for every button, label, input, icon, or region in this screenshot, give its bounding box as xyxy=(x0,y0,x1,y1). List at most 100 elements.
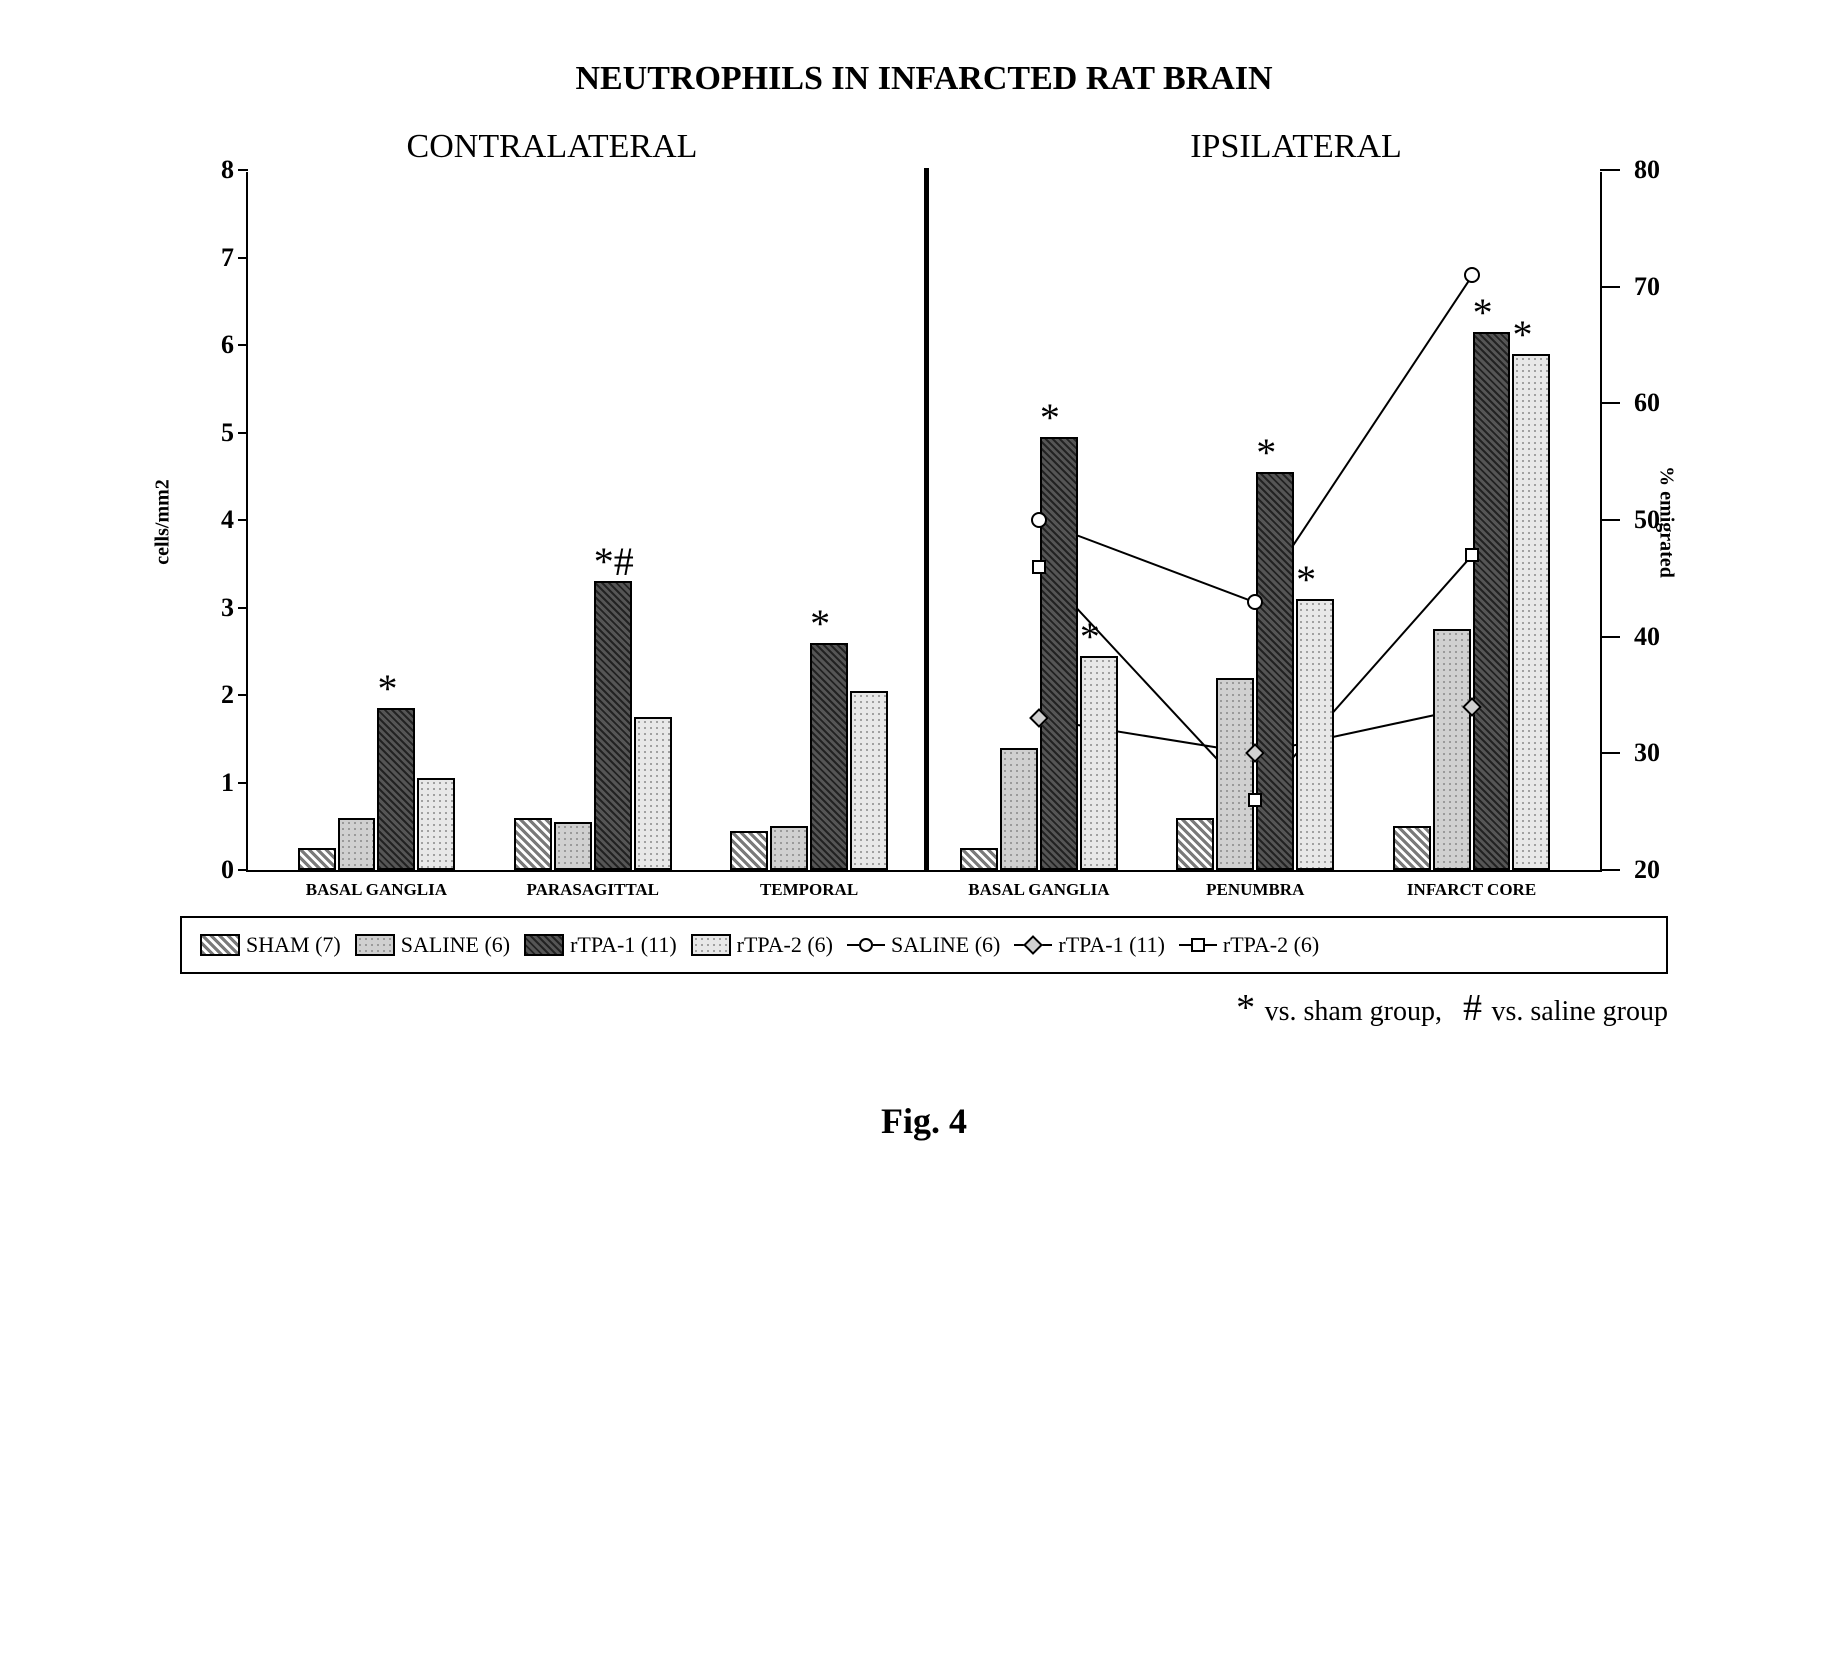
line-marker-line_saline xyxy=(1031,512,1047,528)
bar-rtpa2 xyxy=(634,717,672,870)
legend-item-bar-saline: SALINE (6) xyxy=(355,932,510,958)
significance-annotation: *# xyxy=(594,538,634,585)
significance-annotation: * xyxy=(810,600,830,647)
significance-note: * vs. sham group, # vs. saline group xyxy=(180,986,1668,1030)
bar-sham xyxy=(960,848,998,870)
legend-label: SALINE (6) xyxy=(401,932,510,958)
plot-area: BASAL GANGLIAPARASAGITTALTEMPORALBASAL G… xyxy=(246,172,1602,872)
significance-annotation: * xyxy=(1473,289,1493,336)
y-left-tick-mark xyxy=(238,869,248,871)
legend-item-line-line_rtpa2: rTPA-2 (6) xyxy=(1179,932,1319,958)
bar-saline xyxy=(554,822,592,870)
x-category-label: PENUMBRA xyxy=(1147,880,1363,900)
y-left-tick-label: 8 xyxy=(174,155,234,185)
y-left-tick-mark xyxy=(238,607,248,609)
y-right-tick-label: 40 xyxy=(1634,622,1694,652)
bar-saline xyxy=(338,818,376,871)
bar-rtpa2 xyxy=(417,778,455,870)
bar-rtpa2 xyxy=(1080,656,1118,870)
bar-sham xyxy=(1393,826,1431,870)
legend-label: rTPA-1 (11) xyxy=(570,932,677,958)
legend-label: rTPA-2 (6) xyxy=(1223,932,1319,958)
y-left-tick-mark xyxy=(238,257,248,259)
y-left-tick-label: 4 xyxy=(174,505,234,535)
bar-sham xyxy=(514,818,552,871)
bar-rtpa2 xyxy=(1296,599,1334,870)
star-text: vs. sham group, xyxy=(1265,996,1442,1027)
y-left-tick-mark xyxy=(238,169,248,171)
y-left-tick-mark xyxy=(238,694,248,696)
x-category-label: TEMPORAL xyxy=(701,880,917,900)
figure-wrap: NEUTROPHILS IN INFARCTED RAT BRAIN CONTR… xyxy=(0,0,1848,1182)
x-category-label: BASAL GANGLIA xyxy=(931,880,1147,900)
significance-annotation: * xyxy=(377,665,397,712)
plot-divider xyxy=(924,168,929,870)
hash-text: vs. saline group xyxy=(1491,996,1668,1027)
bar-rtpa1 xyxy=(1473,332,1511,870)
y-left-tick-label: 6 xyxy=(174,330,234,360)
hash-symbol: # xyxy=(1463,987,1492,1029)
y-right-tick-label: 80 xyxy=(1634,155,1694,185)
line-marker-line_saline xyxy=(1247,594,1263,610)
bar-saline xyxy=(1216,678,1254,871)
significance-annotation: * xyxy=(1256,429,1276,476)
y-right-tick-label: 30 xyxy=(1634,738,1694,768)
x-category-label: INFARCT CORE xyxy=(1363,880,1579,900)
line-marker-line_saline xyxy=(1464,267,1480,283)
line-line_saline xyxy=(1039,277,1472,603)
line-marker-line_rtpa2 xyxy=(1465,548,1479,562)
y-left-tick-label: 0 xyxy=(174,855,234,885)
y-left-tick-label: 1 xyxy=(174,768,234,798)
region-header-row: CONTRALATERAL IPSILATERAL xyxy=(180,128,1668,166)
bar-rtpa1 xyxy=(594,581,632,870)
legend-item-bar-rtpa1: rTPA-1 (11) xyxy=(524,932,677,958)
bar-sham xyxy=(1176,818,1214,871)
region-label-right: IPSILATERAL xyxy=(924,128,1668,166)
figure-caption: Fig. 4 xyxy=(180,1100,1668,1142)
y-axis-left: cells/mm2 012345678 xyxy=(180,172,240,872)
chart-title: NEUTROPHILS IN INFARCTED RAT BRAIN xyxy=(180,60,1668,98)
y-left-tick-mark xyxy=(238,782,248,784)
y-axis-right: % emigrated 20304050607080 xyxy=(1608,172,1668,872)
y-right-tick-label: 60 xyxy=(1634,388,1694,418)
y-axis-left-label: cells/mm2 xyxy=(151,479,174,565)
legend-swatch xyxy=(200,934,240,956)
legend-label: SALINE (6) xyxy=(891,932,1000,958)
legend-item-line-line_saline: SALINE (6) xyxy=(847,932,1000,958)
x-category-label: BASAL GANGLIA xyxy=(268,880,484,900)
bar-saline xyxy=(1433,629,1471,870)
significance-annotation: * xyxy=(1296,556,1316,603)
legend-item-bar-rtpa2: rTPA-2 (6) xyxy=(691,932,833,958)
legend-swatch xyxy=(355,934,395,956)
region-label-left: CONTRALATERAL xyxy=(180,128,924,166)
y-left-tick-label: 2 xyxy=(174,680,234,710)
bar-sham xyxy=(298,848,336,870)
bar-sham xyxy=(730,831,768,870)
bar-rtpa1 xyxy=(1040,437,1078,870)
legend-line-swatch xyxy=(847,938,885,952)
legend-label: rTPA-2 (6) xyxy=(737,932,833,958)
bar-saline xyxy=(1000,748,1038,871)
legend-swatch xyxy=(524,934,564,956)
bar-saline xyxy=(770,826,808,870)
line-marker-line_rtpa2 xyxy=(1248,793,1262,807)
y-left-tick-mark xyxy=(238,519,248,521)
significance-annotation: * xyxy=(1080,613,1100,660)
y-right-tick-label: 50 xyxy=(1634,505,1694,535)
y-right-tick-label: 70 xyxy=(1634,272,1694,302)
legend-label: rTPA-1 (11) xyxy=(1058,932,1165,958)
line-marker-line_rtpa2 xyxy=(1032,560,1046,574)
significance-annotation: * xyxy=(1040,394,1060,441)
y-right-tick-mark xyxy=(1600,169,1620,171)
y-left-tick-label: 3 xyxy=(174,593,234,623)
legend-row: SHAM (7) SALINE (6) rTPA-1 (11) rTPA-2 (6) S… xyxy=(200,932,1648,958)
chart-row: cells/mm2 012345678 BASAL GANGLIAPARASAG… xyxy=(180,172,1668,872)
y-left-tick-label: 7 xyxy=(174,243,234,273)
legend-box: SHAM (7) SALINE (6) rTPA-1 (11) rTPA-2 (6) S… xyxy=(180,916,1668,974)
bar-rtpa2 xyxy=(1512,354,1550,870)
legend-swatch xyxy=(691,934,731,956)
x-category-label: PARASAGITTAL xyxy=(485,880,701,900)
legend-label: SHAM (7) xyxy=(246,932,341,958)
bar-rtpa1 xyxy=(810,643,848,871)
bar-rtpa1 xyxy=(1256,472,1294,870)
